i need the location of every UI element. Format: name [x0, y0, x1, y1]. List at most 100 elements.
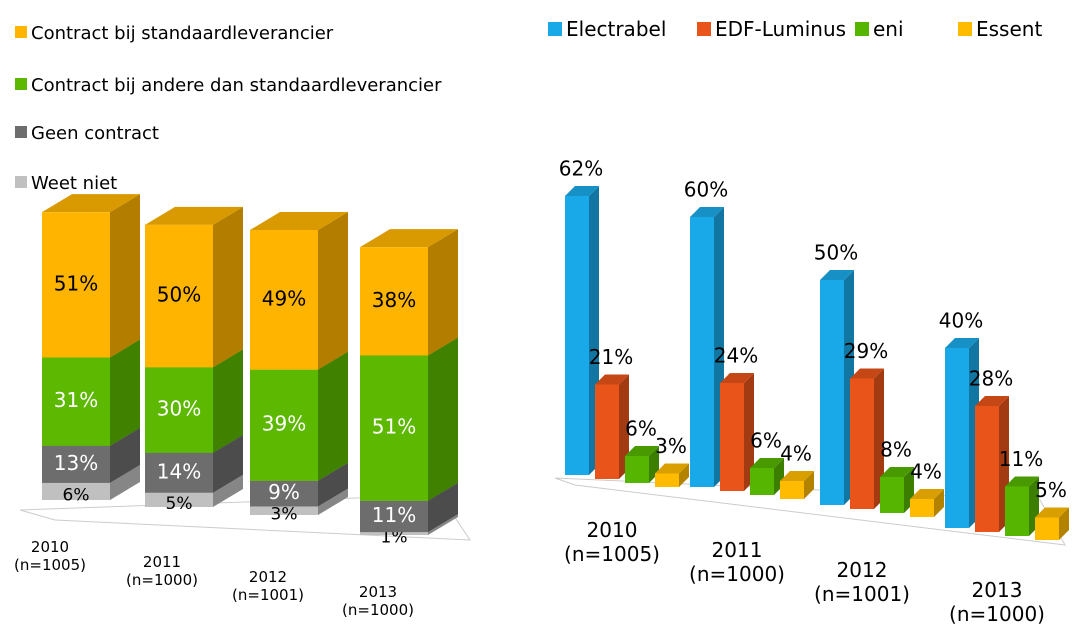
bar-side	[213, 349, 243, 453]
x-tick-label: 2010 (n=1005)	[14, 538, 86, 574]
bar-top	[820, 270, 854, 280]
legend-item: Weet niet	[15, 173, 117, 194]
bar-top	[780, 471, 814, 481]
bar-front	[565, 196, 589, 475]
bar	[250, 212, 348, 370]
data-label: 6%	[625, 417, 657, 441]
bar-side	[934, 489, 944, 517]
bar-front	[625, 456, 649, 483]
data-label: 31%	[54, 388, 98, 412]
bar-side	[744, 373, 754, 491]
bar-side	[110, 464, 140, 500]
bar	[565, 186, 599, 475]
data-label: 50%	[814, 241, 858, 265]
data-label: 51%	[372, 415, 416, 439]
bar-front	[820, 280, 844, 505]
data-label: 8%	[880, 438, 912, 462]
bar-top	[595, 374, 629, 385]
data-label: 9%	[268, 480, 300, 504]
x-tick-label: 2011 (n=1000)	[689, 538, 785, 586]
legend-label: Contract bij standaardleverancier	[31, 23, 334, 44]
legend-swatch	[15, 26, 27, 38]
x-tick-label: 2013 (n=1000)	[342, 583, 414, 619]
bar-top	[565, 186, 599, 196]
bar-front	[880, 477, 904, 513]
bar	[750, 458, 784, 495]
legend-item: eni	[855, 17, 904, 41]
bar	[1005, 476, 1039, 536]
bar-front	[595, 384, 619, 479]
bar-front	[145, 452, 213, 493]
x-tick-label: 2011 (n=1000)	[126, 553, 198, 589]
data-label: 13%	[54, 451, 98, 475]
bar	[595, 374, 629, 479]
bar	[720, 373, 754, 491]
bar-side	[428, 514, 458, 535]
bar-top	[720, 373, 754, 383]
legend-swatch	[697, 21, 711, 36]
bar-front	[910, 499, 934, 517]
bar-side	[318, 488, 348, 515]
bar	[145, 206, 243, 368]
bar-side	[428, 229, 458, 356]
bar-front	[1005, 486, 1029, 536]
bar	[820, 270, 854, 505]
bar-side	[213, 474, 243, 507]
bar-front	[145, 224, 213, 368]
bar-front	[250, 369, 318, 481]
bar-top	[655, 463, 689, 474]
bar	[880, 467, 914, 513]
legend-label: Electrabel	[566, 17, 667, 41]
data-label: 11%	[999, 447, 1043, 471]
bar-side	[804, 471, 814, 499]
data-label: 39%	[262, 412, 306, 436]
x-tick-label: 2012 (n=1001)	[232, 568, 304, 604]
bar-side	[874, 368, 884, 509]
bar-front	[690, 217, 714, 487]
data-label: 50%	[157, 283, 201, 307]
bar-front	[145, 367, 213, 453]
data-label: 5%	[1035, 478, 1067, 502]
legend-swatch	[15, 126, 27, 138]
bar-front	[360, 500, 428, 533]
bar	[655, 463, 689, 487]
bar-top	[750, 458, 784, 468]
bar	[625, 446, 659, 483]
legend-label: Weet niet	[31, 173, 118, 194]
bar-side	[213, 206, 243, 368]
bar-front	[42, 357, 110, 446]
data-label: 6%	[750, 429, 782, 453]
bar-front	[250, 480, 318, 507]
legend-swatch	[958, 21, 972, 36]
legend-label: Geen contract	[31, 123, 159, 144]
bar-top	[42, 194, 140, 213]
data-label: 24%	[714, 344, 758, 368]
data-label: 28%	[969, 367, 1013, 391]
legend-label: Essent	[976, 17, 1043, 41]
bar-front	[850, 378, 874, 509]
bar-front	[42, 482, 110, 500]
legend-label: EDF-Luminus	[715, 17, 847, 41]
bar-top	[250, 212, 348, 230]
bar	[780, 471, 814, 499]
bar-top	[1035, 507, 1069, 518]
data-label: 30%	[157, 397, 201, 421]
bar-front	[975, 406, 999, 532]
legend-swatch	[855, 21, 869, 36]
data-label: 4%	[780, 442, 812, 466]
bar-top	[975, 396, 1009, 406]
legend-item: Contract bij andere dan standaardleveran…	[15, 75, 442, 96]
legend-label: eni	[873, 17, 904, 41]
legend-item: Essent	[958, 17, 1042, 41]
legend-item: Geen contract	[15, 123, 159, 144]
bar-front	[145, 492, 213, 507]
bar-front	[720, 383, 744, 491]
bar	[360, 337, 458, 501]
bar-side	[428, 482, 458, 533]
data-label: 21%	[589, 345, 633, 369]
data-label: 62%	[559, 157, 603, 181]
bar	[850, 368, 884, 509]
data-label: 60%	[684, 178, 728, 202]
